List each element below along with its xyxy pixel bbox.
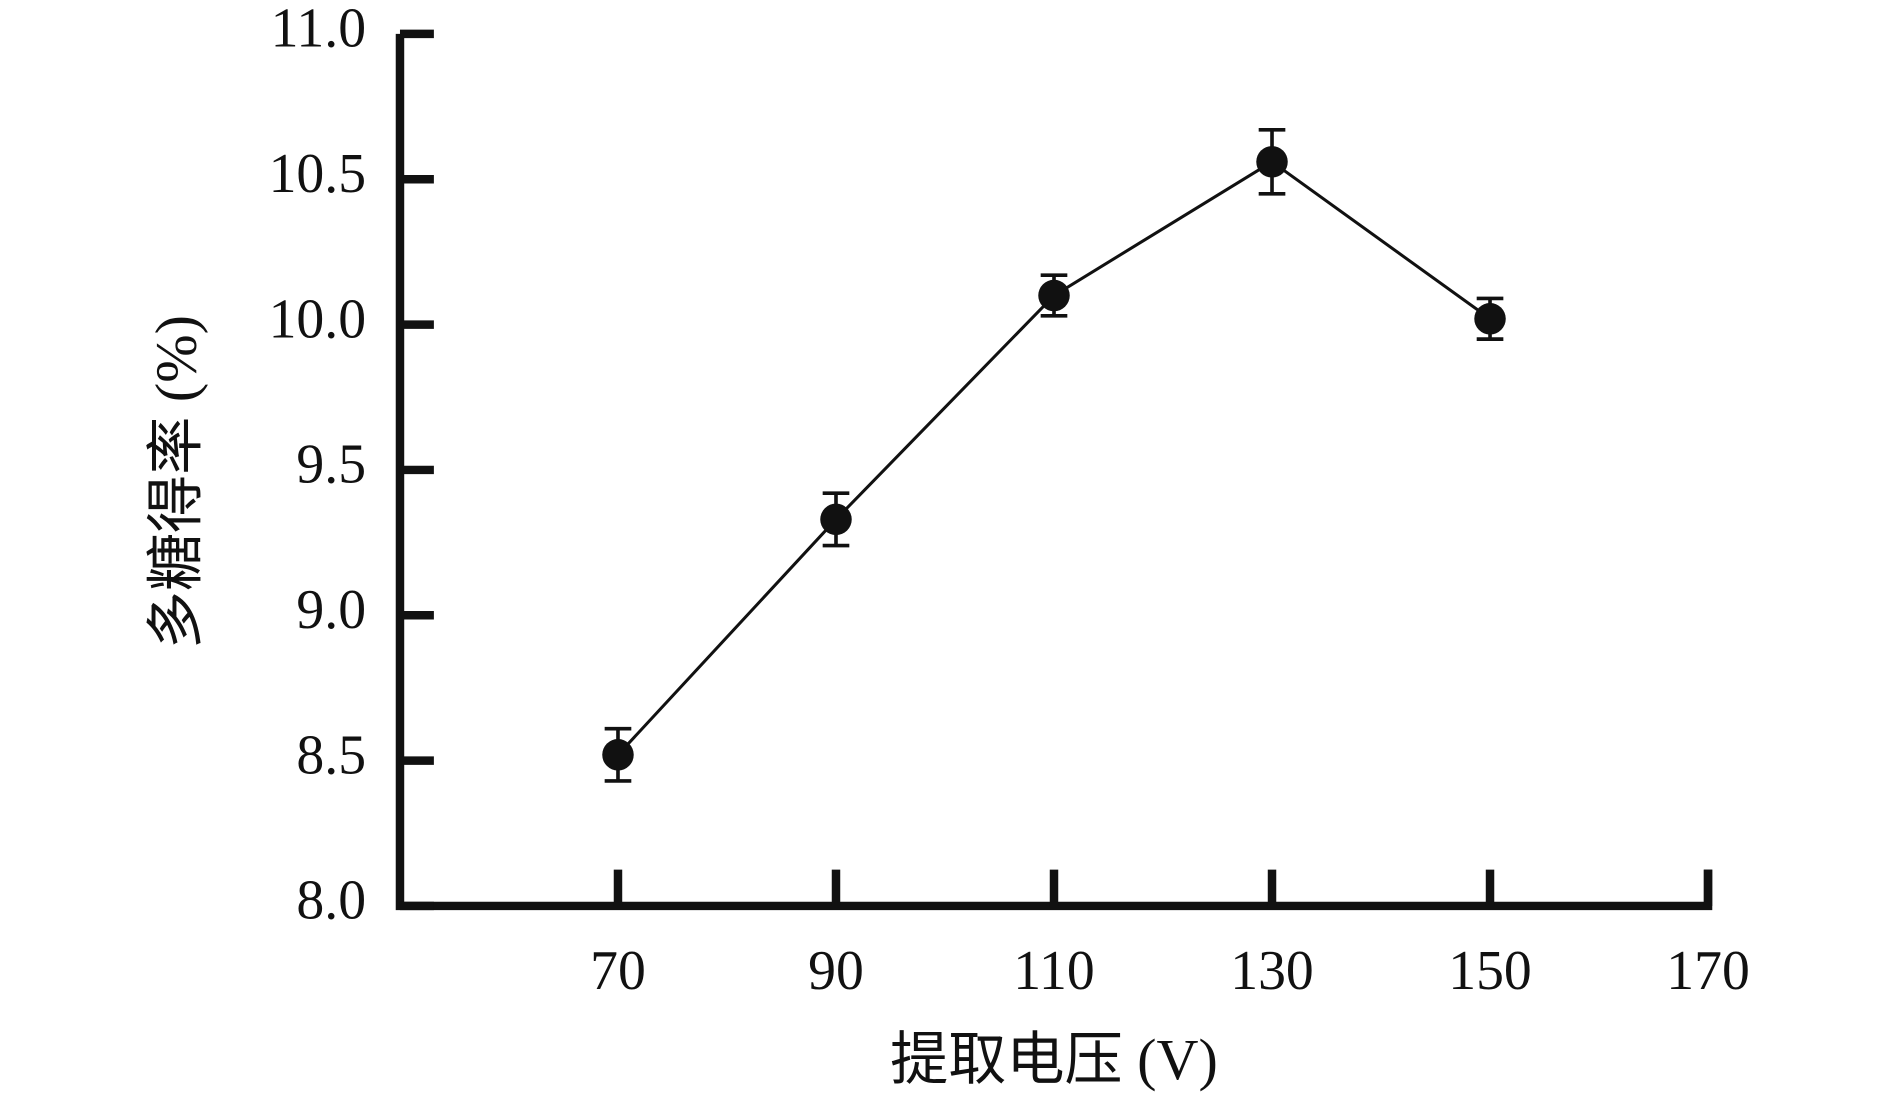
y-tick-label: 10.5 (269, 143, 366, 205)
x-tick-label: 110 (1013, 940, 1095, 1002)
y-tick-label: 8.5 (296, 724, 366, 786)
data-point (1038, 279, 1070, 312)
y-tick-label: 9.5 (296, 434, 366, 496)
data-point (602, 739, 634, 771)
y-tick-label: 11.0 (271, 0, 366, 60)
data-point (1256, 146, 1288, 178)
y-tick-label: 10.0 (269, 288, 366, 350)
x-tick-label: 90 (808, 940, 864, 1002)
data-point (1474, 303, 1506, 335)
y-axis-label: 多糖得率 (%) (143, 315, 208, 649)
x-axis-label: 提取电压 (V) (890, 1027, 1218, 1092)
axis-line (395, 33, 1713, 911)
x-tick-label: 150 (1448, 940, 1532, 1002)
x-tick-label: 170 (1666, 940, 1750, 1002)
y-tick-label: 8.0 (296, 870, 366, 932)
data-line (616, 159, 1491, 756)
data-point (820, 503, 852, 536)
y-tick-label: 9.0 (296, 579, 366, 641)
x-tick-label: 70 (590, 940, 646, 1002)
x-tick-label: 130 (1230, 940, 1314, 1002)
